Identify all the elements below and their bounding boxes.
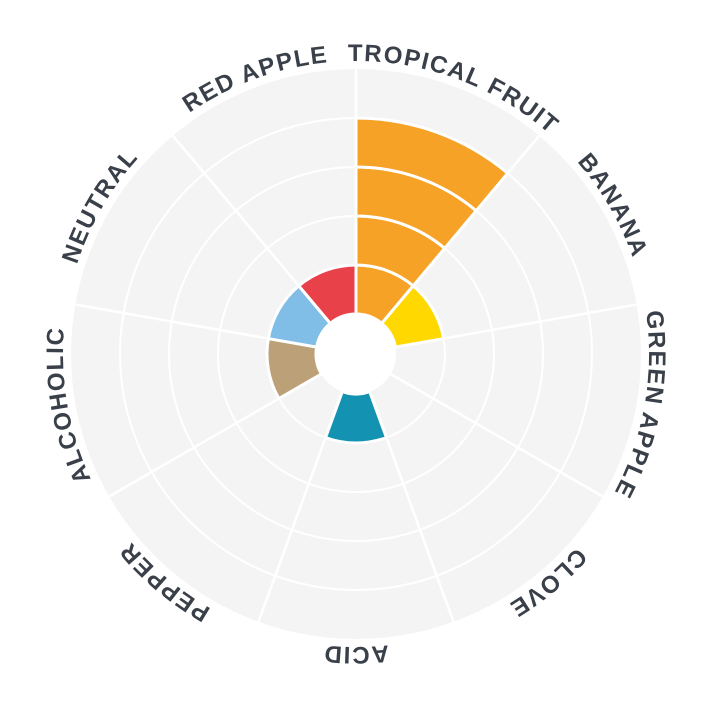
category-label-acid: ACID bbox=[322, 639, 390, 668]
wedge-tropical-fruit bbox=[354, 116, 510, 325]
grid-spoke-3 bbox=[390, 372, 604, 498]
center-hole bbox=[316, 314, 396, 394]
wedge-cell-tropical-fruit-4 bbox=[354, 116, 510, 213]
